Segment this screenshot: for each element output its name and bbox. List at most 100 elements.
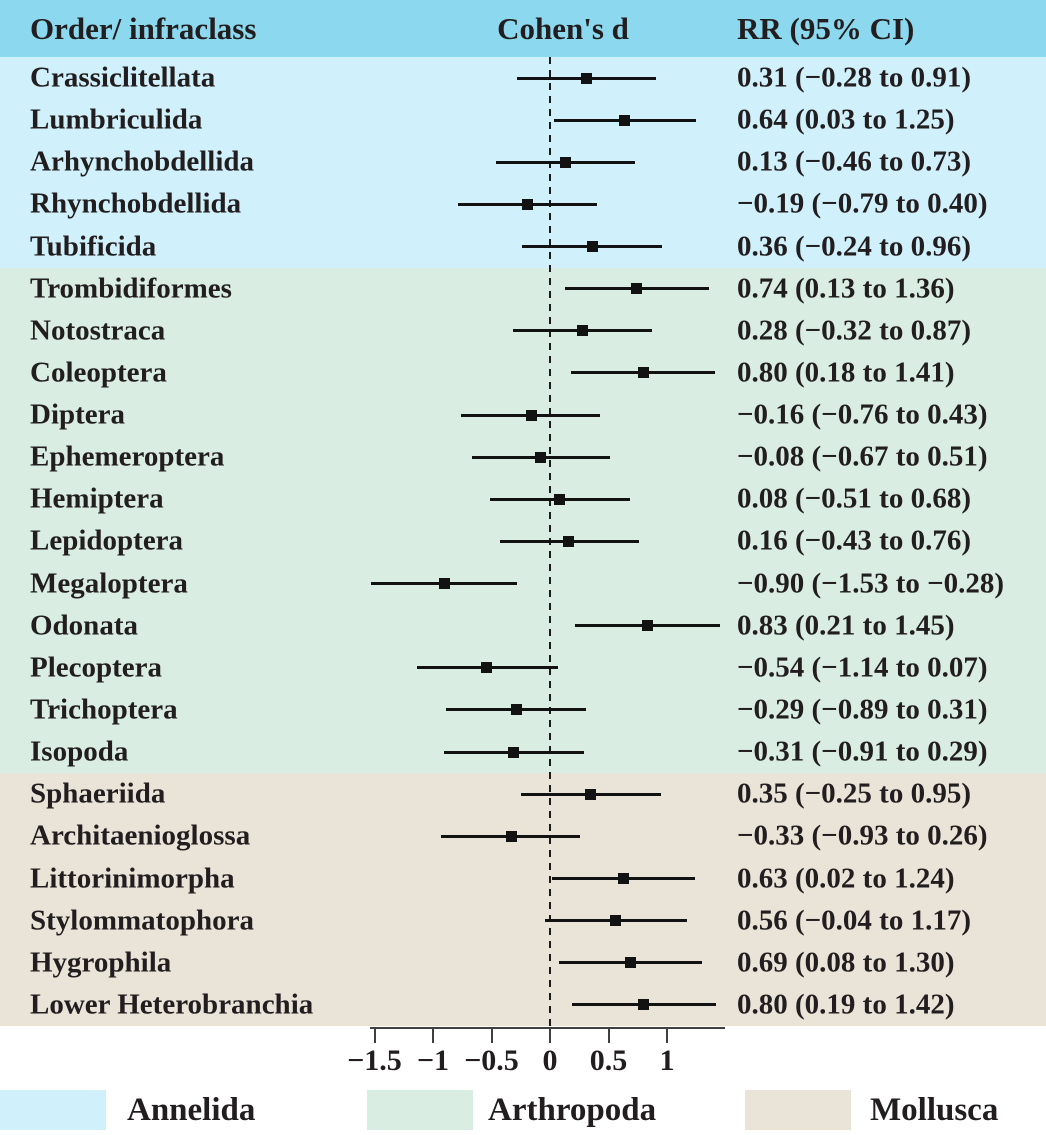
forest-row: Notostraca 0.28 (−0.32 to 0.87) [0,310,1046,352]
row-label: Hemiptera [30,482,164,515]
row-label: Arhynchobdellida [30,145,254,178]
row-label: Coleoptera [30,356,167,389]
x-axis-tick [666,1029,668,1043]
legend-swatch-annelida [0,1090,106,1130]
rr-value: 0.36 (−0.24 to 0.96) [737,230,971,263]
rr-value: −0.08 (−0.67 to 0.51) [737,440,988,473]
rr-value: −0.19 (−0.79 to 0.40) [737,187,988,220]
header-rr-ci: RR (95% CI) [737,11,915,46]
forest-row: Coleoptera 0.80 (0.18 to 1.41) [0,352,1046,394]
row-label: Diptera [30,398,126,431]
row-label: Notostraca [30,314,166,347]
legend-swatch-mollusca [745,1090,851,1130]
rr-value: 0.83 (0.21 to 1.45) [737,609,955,642]
rr-value: 0.69 (0.08 to 1.30) [737,946,955,979]
forest-row: Hemiptera 0.08 (−0.51 to 0.68) [0,478,1046,520]
forest-row: Trichoptera −0.29 (−0.89 to 0.31) [0,689,1046,731]
point-marker [618,873,630,885]
legend-swatch-arthropoda [367,1090,473,1130]
forest-row: Crassiclitellata 0.31 (−0.28 to 0.91) [0,57,1046,99]
rr-value: 0.13 (−0.46 to 0.73) [737,145,971,178]
row-label: Lepidoptera [30,524,184,557]
group-mollusca: Sphaeriida 0.35 (−0.25 to 0.95) Architaeni… [0,773,1046,1026]
row-label: Tubificida [30,230,157,263]
rr-value: 0.64 (0.03 to 1.25) [737,103,955,136]
rr-value: 0.28 (−0.32 to 0.87) [737,314,971,347]
rr-value: 0.31 (−0.28 to 0.91) [737,61,971,94]
forest-row: Stylommatophora 0.56 (−0.04 to 1.17) [0,900,1046,942]
x-axis-tick [607,1029,610,1043]
row-label: Hygrophila [30,946,172,979]
x-axis-tick-label: −1 [416,1044,450,1077]
row-label: Odonata [30,609,138,642]
rr-value: 0.80 (0.18 to 1.41) [737,356,955,389]
row-label: Trombidiformes [30,272,232,305]
rr-value: 0.80 (0.19 to 1.42) [737,988,955,1021]
point-marker [525,409,537,421]
x-axis-tick-label: 0.5 [589,1044,628,1077]
point-marker [631,283,643,295]
row-label: Megaloptera [30,567,188,600]
table-header: Order/ infraclass Cohen's d RR (95% CI) [0,0,1046,57]
row-label: Sphaeriida [30,777,166,810]
rr-value: 0.63 (0.02 to 1.24) [737,862,955,895]
x-axis-tick [549,1029,551,1043]
group-annelida: Crassiclitellata 0.31 (−0.28 to 0.91) Lumb… [0,57,1046,268]
forest-row: Trombidiformes 0.74 (0.13 to 1.36) [0,268,1046,310]
header-order-infraclass: Order/ infraclass [30,11,257,46]
point-marker [577,325,589,337]
rr-value: −0.31 (−0.91 to 0.29) [737,735,988,768]
row-label: Plecoptera [30,651,163,684]
point-marker [638,999,650,1011]
forest-row: Rhynchobdellida −0.19 (−0.79 to 0.40) [0,183,1046,225]
point-marker [641,620,653,632]
point-marker [522,198,534,210]
forest-row: Littorinimorpha 0.63 (0.02 to 1.24) [0,857,1046,899]
forest-row: Ephemeroptera −0.08 (−0.67 to 0.51) [0,436,1046,478]
point-marker [481,662,493,674]
forest-row: Lepidoptera 0.16 (−0.43 to 0.76) [0,520,1046,562]
rr-value: 0.74 (0.13 to 1.36) [737,272,955,305]
row-label: Isopoda [30,735,129,768]
forest-row: Arhynchobdellida 0.13 (−0.46 to 0.73) [0,141,1046,183]
row-label: Trichoptera [30,693,178,726]
point-marker [586,241,598,253]
row-label: Architaenioglossa [30,819,251,852]
forest-row: Isopoda −0.31 (−0.91 to 0.29) [0,731,1046,773]
x-axis-tick-label: 0 [542,1044,558,1077]
x-axis-tick [490,1029,493,1043]
legend-label-arthropoda: Arthropoda [488,1092,657,1128]
point-marker [439,578,451,590]
rr-value: −0.90 (−1.53 to −0.28) [737,567,1005,600]
row-label: Rhynchobdellida [30,187,242,220]
x-axis-line [369,1027,726,1029]
forest-row: Plecoptera −0.54 (−1.14 to 0.07) [0,647,1046,689]
row-label: Crassiclitellata [30,61,216,94]
point-marker [580,72,592,84]
forest-row: Hygrophila 0.69 (0.08 to 1.30) [0,942,1046,984]
point-marker [508,746,520,758]
forest-row: Architaenioglossa −0.33 (−0.93 to 0.26) [0,815,1046,857]
point-marker [510,704,522,716]
point-marker [535,451,547,463]
forest-row: Odonata 0.83 (0.21 to 1.45) [0,605,1046,647]
rr-value: 0.35 (−0.25 to 0.95) [737,777,971,810]
forest-row: Lumbriculida 0.64 (0.03 to 1.25) [0,99,1046,141]
point-marker [505,830,517,842]
point-marker [553,493,565,505]
header-cohens-d: Cohen's d [497,11,629,46]
legend-label-mollusca: Mollusca [870,1092,999,1128]
group-arthropoda: Trombidiformes 0.74 (0.13 to 1.36) Notostr… [0,267,1046,774]
x-axis-tick-label: 1 [659,1044,675,1077]
point-marker [585,788,597,800]
row-label: Stylommatophora [30,904,254,937]
rr-value: −0.33 (−0.93 to 0.26) [737,819,988,852]
forest-row: Lower Heterobranchia 0.80 (0.19 to 1.42) [0,984,1046,1026]
point-marker [625,957,637,969]
row-label: Littorinimorpha [30,862,235,895]
x-axis-tick-label: −1.5 [347,1044,402,1077]
rr-value: 0.56 (−0.04 to 1.17) [737,904,971,937]
row-label: Lumbriculida [30,103,203,136]
x-axis-tick [373,1029,376,1043]
forest-row: Sphaeriida 0.35 (−0.25 to 0.95) [0,773,1046,815]
